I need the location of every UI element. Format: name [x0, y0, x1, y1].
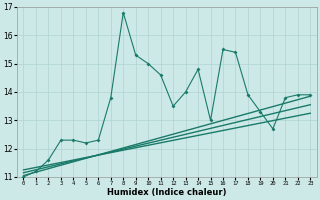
X-axis label: Humidex (Indice chaleur): Humidex (Indice chaleur)	[107, 188, 227, 197]
